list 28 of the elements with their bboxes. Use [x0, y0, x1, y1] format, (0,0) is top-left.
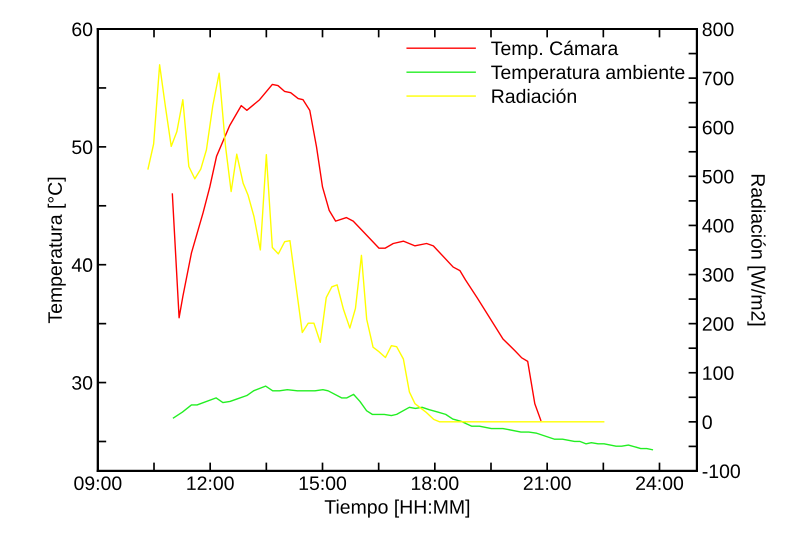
x-axis-title: Tiempo [HH:MM]: [324, 499, 470, 518]
x-tick-label: 09:00: [74, 476, 122, 490]
y2-tick-label: 200: [702, 317, 734, 331]
legend-label: Temperatura ambiente: [491, 64, 684, 83]
x-tick-label: 15:00: [300, 476, 346, 490]
y2-axis-title: Radiación [W/m2]: [747, 174, 766, 326]
y-axis-title: Temperatura [°C]: [48, 178, 66, 324]
y2-tick-label: -100: [702, 464, 740, 478]
y-tick-label: 40: [72, 258, 92, 272]
y2-tick-label: 600: [702, 120, 734, 134]
y-tick-label: 50: [72, 140, 92, 154]
legend-label: Radiación: [492, 88, 576, 104]
y2-tick-label: 0: [702, 415, 712, 430]
line-series: [172, 385, 654, 450]
legend-label: Temp. Cámara: [491, 40, 618, 60]
line-series: [147, 64, 604, 423]
x-tick-label: 12:00: [187, 476, 234, 490]
y2-tick-label: 400: [702, 218, 734, 233]
y2-tick-label: 800: [702, 22, 734, 36]
y2-tick-label: 700: [702, 72, 734, 86]
y-tick-label: 30: [72, 376, 92, 390]
x-tick-label: 21:00: [524, 476, 571, 490]
x-tick-label: 18:00: [412, 476, 458, 490]
y2-tick-label: 100: [703, 366, 734, 380]
y2-tick-label: 300: [702, 268, 734, 282]
y-tick-label: 60: [72, 22, 92, 36]
x-tick-label: 24:00: [636, 476, 684, 490]
y2-tick-label: 500: [702, 170, 734, 184]
